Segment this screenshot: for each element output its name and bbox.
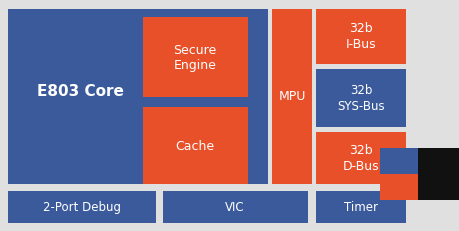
Text: MPU: MPU [278,90,305,103]
Bar [315,132,405,184]
Bar [417,148,459,200]
Bar [315,70,405,128]
Text: Timer: Timer [343,201,377,214]
Text: VIC: VIC [225,201,244,214]
Bar [162,191,308,223]
Text: 32b
D-Bus: 32b D-Bus [342,144,379,173]
Bar [143,18,247,97]
Bar [379,148,417,174]
Bar [143,108,247,184]
Text: 32b
I-Bus: 32b I-Bus [345,22,375,51]
Text: 32b
SYS-Bus: 32b SYS-Bus [336,84,384,113]
Bar [379,174,417,200]
Bar [8,191,156,223]
Bar [315,191,405,223]
Text: Cache: Cache [175,140,214,153]
Bar [271,10,311,184]
Text: 2-Port Debug: 2-Port Debug [43,201,121,214]
Text: Secure
Engine: Secure Engine [173,43,216,72]
Bar [8,10,268,184]
Text: E803 Core: E803 Core [36,84,123,99]
Bar [315,10,405,65]
